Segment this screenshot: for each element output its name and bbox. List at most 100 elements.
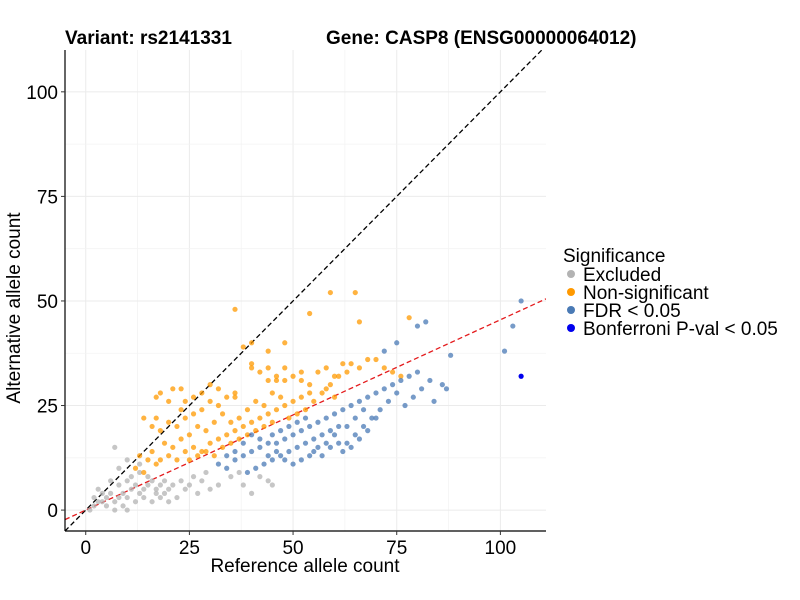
data-point	[298, 394, 304, 400]
data-point	[145, 482, 151, 488]
data-point	[224, 432, 230, 438]
data-point	[157, 494, 163, 501]
x-tick-label: 50	[282, 538, 303, 559]
data-point	[518, 373, 524, 379]
data-point	[273, 377, 280, 384]
data-point	[248, 432, 255, 438]
data-point	[124, 494, 130, 501]
data-point	[228, 474, 234, 480]
data-point	[394, 340, 400, 346]
y-axis-title: Alternative allele count	[4, 212, 25, 404]
y-tick-label: 75	[37, 187, 58, 208]
legend-label: FDR < 0.05	[583, 301, 681, 322]
data-point	[132, 482, 139, 488]
data-point	[178, 386, 184, 392]
data-point	[95, 486, 101, 492]
data-point	[365, 428, 371, 434]
data-point	[282, 457, 288, 463]
data-point	[323, 440, 329, 446]
data-point	[356, 319, 363, 325]
data-point	[195, 453, 201, 459]
data-point	[323, 386, 329, 392]
data-point	[207, 398, 213, 404]
data-point	[373, 415, 379, 421]
data-point	[360, 423, 367, 430]
data-point	[211, 453, 217, 459]
data-point	[319, 453, 325, 459]
data-point	[315, 444, 321, 450]
data-point	[294, 411, 300, 417]
data-point	[190, 411, 197, 417]
data-point	[344, 369, 350, 375]
data-point	[323, 415, 329, 421]
data-point	[124, 507, 130, 513]
data-point	[327, 289, 333, 296]
grid-layer	[65, 50, 546, 531]
data-point	[182, 448, 188, 455]
data-point	[199, 407, 205, 413]
data-point	[178, 436, 184, 442]
data-point	[232, 390, 238, 396]
data-point	[211, 419, 217, 425]
data-point	[170, 386, 176, 392]
data-point	[240, 440, 246, 446]
data-point	[137, 469, 143, 476]
data-point	[369, 415, 375, 421]
data-point	[236, 415, 242, 421]
data-point	[124, 457, 130, 463]
data-point	[161, 440, 168, 446]
data-point	[141, 486, 147, 492]
data-point	[307, 310, 313, 317]
data-point	[269, 457, 275, 463]
data-point	[112, 507, 118, 513]
data-point	[166, 453, 172, 459]
data-point	[128, 474, 134, 480]
data-point	[278, 428, 284, 434]
data-point	[87, 507, 93, 513]
data-point	[261, 423, 267, 430]
data-point	[286, 415, 292, 421]
data-point	[381, 386, 387, 392]
data-point	[414, 369, 421, 375]
data-point	[414, 323, 421, 329]
data-point	[290, 461, 296, 467]
data-point	[215, 436, 222, 442]
data-point	[112, 499, 118, 505]
data-point	[137, 490, 143, 496]
reference-lines	[65, 50, 546, 531]
data-point	[199, 478, 205, 484]
data-point	[448, 352, 454, 358]
data-point	[157, 482, 163, 488]
data-point	[137, 453, 143, 459]
data-point	[116, 482, 122, 488]
data-point	[273, 373, 280, 379]
data-point	[348, 444, 354, 450]
data-point	[311, 448, 317, 455]
data-point	[510, 323, 516, 329]
data-point	[248, 365, 255, 371]
data-point	[302, 440, 309, 446]
data-point	[153, 486, 159, 492]
data-point	[178, 478, 184, 484]
data-point	[373, 390, 379, 396]
data-point	[215, 482, 222, 488]
data-point	[253, 398, 259, 404]
data-point	[248, 490, 255, 496]
data-point	[99, 499, 105, 505]
data-point	[419, 386, 425, 392]
data-point	[389, 382, 396, 388]
data-point	[116, 494, 122, 501]
data-point	[348, 361, 354, 367]
data-point	[278, 394, 284, 400]
data-point	[236, 469, 242, 476]
data-point	[348, 402, 354, 409]
data-point	[166, 499, 172, 505]
data-point	[257, 474, 263, 480]
data-point	[240, 482, 246, 488]
data-point	[120, 503, 126, 509]
data-point	[91, 494, 97, 501]
data-point	[265, 365, 271, 371]
data-point	[207, 486, 213, 492]
data-point	[327, 382, 333, 388]
data-point	[186, 432, 192, 438]
